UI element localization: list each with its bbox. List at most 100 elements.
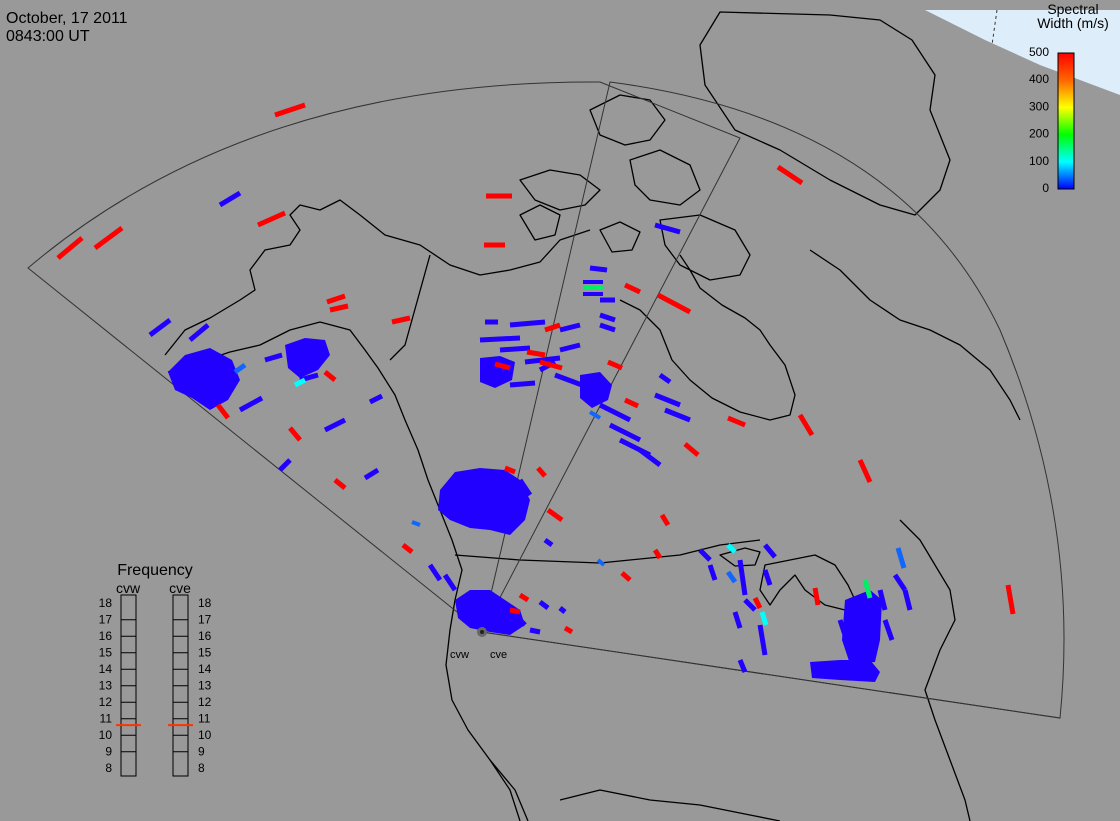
echo-segment bbox=[882, 619, 895, 641]
echo-segment bbox=[498, 603, 512, 617]
echo-segment bbox=[599, 322, 616, 333]
frequency-scale-label-left: 10 bbox=[99, 728, 113, 742]
echo-segment bbox=[797, 413, 815, 437]
echo-segment bbox=[588, 410, 602, 420]
frequency-radar-cve: cve bbox=[169, 580, 191, 596]
echo-patch bbox=[580, 372, 612, 408]
frequency-title: Frequency bbox=[117, 562, 193, 579]
echo-segment bbox=[638, 448, 662, 467]
echo-segment bbox=[326, 293, 346, 305]
frequency-scale-label-right: 8 bbox=[198, 761, 205, 775]
echo-segment bbox=[726, 543, 737, 554]
echo-segment bbox=[188, 323, 210, 342]
colorbar-title-line1: Spectral bbox=[1047, 1, 1098, 17]
frequency-scale-label-right: 16 bbox=[198, 629, 212, 643]
echo-segment bbox=[509, 607, 521, 615]
great-lakes-outline bbox=[719, 547, 856, 611]
baja-outline bbox=[489, 759, 521, 821]
echo-segment bbox=[56, 236, 84, 260]
frequency-scale-label-left: 16 bbox=[99, 629, 113, 643]
atlantic-coast-outline bbox=[899, 519, 971, 821]
echo-segment bbox=[256, 210, 287, 228]
frequency-scale-label-left: 14 bbox=[99, 662, 113, 676]
echo-segment bbox=[598, 402, 632, 423]
gulf-coast-outline bbox=[559, 789, 781, 821]
echo-segment bbox=[732, 611, 743, 629]
echo-segment bbox=[559, 342, 581, 353]
echo-segment bbox=[559, 322, 581, 333]
colorbar-tick-label: 500 bbox=[1029, 45, 1049, 59]
frequency-scale-label-left: 15 bbox=[99, 646, 113, 660]
echo-segment bbox=[623, 282, 642, 295]
echo-segment bbox=[499, 345, 531, 353]
echo-patch bbox=[480, 356, 515, 388]
frequency-scale-label-left: 8 bbox=[105, 761, 112, 775]
arctic-islands-outline bbox=[519, 94, 751, 281]
frequency-panel: Frequency cvw cve 18 18 17 17 16 16 15 15 14 14 13… bbox=[99, 562, 212, 777]
echo-segment bbox=[517, 478, 533, 497]
echo-patch bbox=[285, 338, 330, 378]
echo-segment bbox=[589, 265, 608, 273]
frequency-scale-label-right: 10 bbox=[198, 728, 212, 742]
echo-segment bbox=[727, 415, 746, 428]
echo-segment bbox=[757, 624, 768, 656]
echo-segment bbox=[762, 569, 773, 586]
echo-segment bbox=[654, 392, 681, 408]
time-label: 0843:00 UT bbox=[6, 28, 90, 45]
echo-segment bbox=[725, 570, 738, 584]
echo-patch bbox=[810, 660, 880, 682]
echo-segment bbox=[608, 422, 642, 443]
echo-segment bbox=[411, 520, 421, 527]
echo-segment bbox=[323, 370, 337, 382]
echo-segment bbox=[877, 589, 888, 611]
echo-segment bbox=[554, 372, 591, 391]
frequency-scale-label-right: 12 bbox=[198, 695, 212, 709]
echo-segment bbox=[763, 543, 777, 559]
echo-segment bbox=[664, 407, 691, 423]
echo-segment bbox=[494, 361, 511, 371]
frequency-scale-label-left: 9 bbox=[105, 745, 112, 759]
colorbar-tick-label: 300 bbox=[1029, 99, 1049, 113]
echo-segment bbox=[93, 225, 124, 251]
echo-segment bbox=[737, 659, 748, 673]
radar-label-cve: cve bbox=[490, 649, 507, 661]
echo-segment bbox=[543, 537, 554, 548]
frequency-scale-label-left: 11 bbox=[100, 712, 113, 726]
echo-segment bbox=[652, 548, 663, 560]
echo-segment bbox=[862, 579, 873, 599]
echo-segment bbox=[238, 395, 264, 413]
echo-segment bbox=[658, 372, 672, 385]
echo-segment bbox=[707, 564, 718, 581]
us-canada-border bbox=[454, 539, 761, 564]
echo-segment bbox=[546, 507, 564, 523]
echo-segment bbox=[504, 465, 516, 475]
frequency-radar-cvw: cvw bbox=[116, 580, 141, 596]
echo-segment bbox=[518, 592, 530, 603]
frequency-scale: 18 18 17 17 16 16 15 15 14 14 13 13 12 12 11 11 10 10 9 9 8 8 bbox=[99, 594, 212, 777]
echo-segment bbox=[536, 466, 547, 478]
echo-segment bbox=[539, 359, 563, 371]
echo-segment bbox=[233, 362, 247, 375]
echo-segment bbox=[264, 352, 283, 363]
echo-segment bbox=[391, 315, 411, 325]
echo-segment bbox=[538, 600, 550, 610]
echo-segment bbox=[544, 322, 561, 333]
echo-segment bbox=[656, 292, 692, 315]
frequency-scale-label-right: 14 bbox=[198, 662, 212, 676]
echo-segment bbox=[401, 543, 414, 554]
frequency-scale-label-right: 15 bbox=[198, 646, 212, 660]
echo-segment bbox=[1005, 584, 1016, 615]
color-legend: Spectral Width (m/s) 500 400 300 200 100 0 bbox=[1029, 1, 1109, 195]
alaska-canada-border bbox=[389, 254, 431, 361]
hudson-bay-outline bbox=[619, 254, 796, 421]
echo-segment bbox=[895, 547, 907, 569]
frequency-scale-label-left: 13 bbox=[99, 679, 113, 693]
continent-outlines bbox=[164, 11, 1021, 821]
fov-cve-boundary bbox=[481, 631, 1061, 719]
frequency-scale-label-right: 18 bbox=[198, 596, 212, 610]
fov-cvw-outline bbox=[27, 81, 741, 633]
echo-patch bbox=[438, 468, 530, 535]
echo-segment bbox=[323, 417, 347, 433]
echo-segment bbox=[524, 355, 561, 365]
frequency-scale-label-left: 12 bbox=[99, 695, 113, 709]
